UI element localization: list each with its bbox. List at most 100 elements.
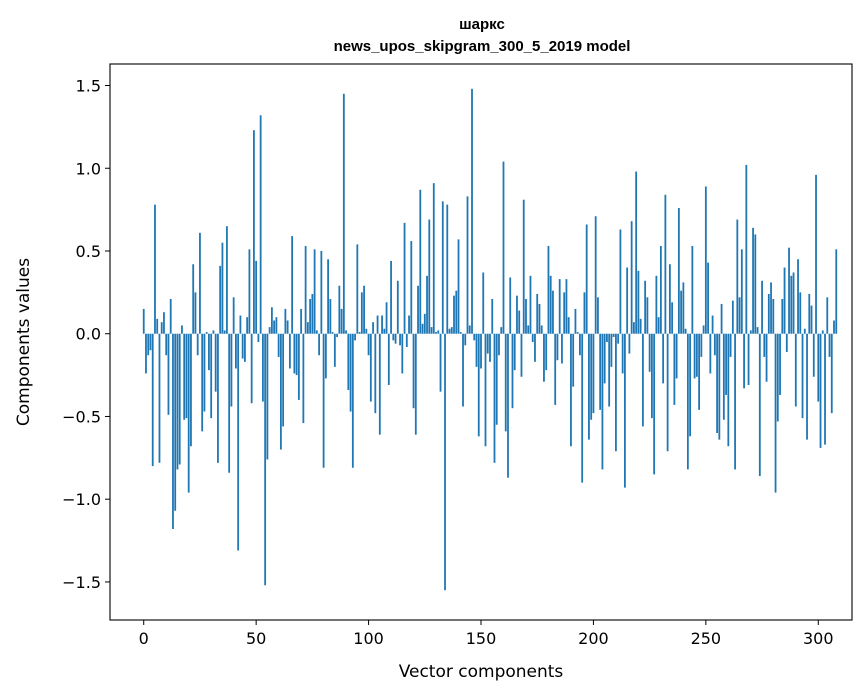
bar <box>770 282 772 334</box>
bar <box>743 333 745 389</box>
bar <box>547 246 550 334</box>
bar <box>439 333 442 392</box>
bar <box>561 333 563 364</box>
bar <box>358 332 361 334</box>
bar <box>513 333 516 371</box>
bar <box>695 333 698 377</box>
bar <box>606 333 608 342</box>
bar <box>300 308 303 334</box>
bar <box>716 333 718 434</box>
y-tick-label: 1.5 <box>76 77 101 96</box>
bar <box>722 333 725 420</box>
bar <box>686 333 689 470</box>
bar <box>149 333 152 351</box>
bar <box>810 305 813 334</box>
bar <box>275 317 278 334</box>
bar <box>165 333 168 356</box>
bar <box>313 249 316 334</box>
bar <box>419 189 422 334</box>
bar <box>340 308 343 334</box>
bar <box>599 333 602 410</box>
bar <box>392 333 395 341</box>
bar <box>507 333 509 478</box>
bar <box>441 201 444 334</box>
bar <box>477 333 480 437</box>
bar <box>549 275 552 334</box>
bar <box>698 333 701 410</box>
bar <box>185 333 188 419</box>
bar <box>761 280 763 334</box>
bar <box>540 325 543 334</box>
bar <box>228 333 231 473</box>
bar <box>516 295 518 334</box>
bar <box>302 333 305 424</box>
bar <box>473 333 476 341</box>
bar <box>405 333 408 347</box>
bar <box>250 333 253 404</box>
bar <box>720 303 723 334</box>
bar <box>217 333 219 463</box>
bar <box>145 333 147 374</box>
bar <box>583 292 586 334</box>
bar <box>147 333 150 356</box>
bar <box>208 333 210 371</box>
bar <box>475 333 478 367</box>
x-tick-label: 150 <box>466 629 497 648</box>
bar <box>385 302 388 334</box>
bar <box>205 332 208 334</box>
bar <box>529 275 532 334</box>
bar <box>545 333 548 371</box>
bar <box>264 333 267 586</box>
bar <box>626 267 629 334</box>
bar <box>354 333 356 341</box>
bar <box>509 277 512 334</box>
bar <box>734 333 736 470</box>
bar <box>493 333 496 463</box>
bar <box>738 297 741 334</box>
bar <box>327 259 330 334</box>
bar <box>351 333 354 468</box>
bar <box>291 236 294 334</box>
bar <box>401 333 404 374</box>
y-tick-label: −1.0 <box>62 490 101 509</box>
bar <box>417 285 419 334</box>
bar <box>426 275 428 334</box>
bar <box>270 307 273 334</box>
bar <box>466 196 469 334</box>
bar <box>752 227 754 334</box>
bar <box>158 333 161 463</box>
bar <box>792 272 795 334</box>
bar <box>484 333 487 447</box>
bar <box>318 333 321 356</box>
bar <box>657 317 660 334</box>
bar <box>637 270 640 334</box>
y-tick-label: 1.0 <box>76 159 101 178</box>
bar <box>279 333 282 450</box>
bar <box>680 290 683 334</box>
bar <box>273 320 276 334</box>
bar <box>282 333 285 427</box>
bar <box>817 333 820 402</box>
bar <box>450 327 453 334</box>
bar <box>235 333 237 369</box>
bar <box>142 308 145 334</box>
bar <box>498 333 500 356</box>
bar <box>500 327 503 334</box>
bar <box>342 93 345 334</box>
bar <box>154 204 156 334</box>
bar <box>378 333 381 435</box>
bar <box>430 327 433 334</box>
bar <box>462 333 464 407</box>
bar <box>293 333 296 374</box>
bar <box>333 333 336 367</box>
bar <box>619 229 622 334</box>
bar <box>772 298 775 334</box>
bar <box>576 332 579 334</box>
bar <box>410 241 413 334</box>
bar <box>295 333 298 376</box>
bar <box>833 320 835 334</box>
y-tick-label: 0.0 <box>76 325 101 344</box>
bar <box>360 292 363 334</box>
bar <box>646 297 649 334</box>
bar <box>194 292 197 334</box>
